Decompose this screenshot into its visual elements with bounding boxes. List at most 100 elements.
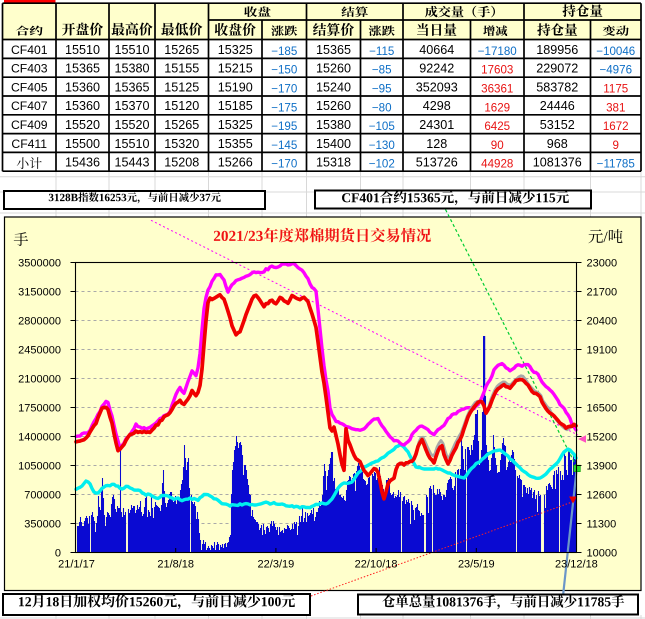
svg-text:15125: 15125 — [164, 80, 199, 94]
svg-text:15510: 15510 — [114, 43, 149, 57]
svg-text:15370: 15370 — [114, 99, 149, 113]
svg-text:23000: 23000 — [587, 258, 618, 270]
svg-text:−4976: −4976 — [599, 64, 632, 77]
svg-text:2100000: 2100000 — [18, 374, 61, 386]
svg-text:15190: 15190 — [218, 80, 253, 94]
svg-text:350000: 350000 — [24, 519, 61, 531]
svg-text:23/12/18: 23/12/18 — [555, 559, 598, 571]
svg-text:−185: −185 — [271, 45, 297, 58]
svg-text:15155: 15155 — [164, 62, 199, 76]
svg-text:11300: 11300 — [587, 519, 617, 531]
svg-text:−115: −115 — [369, 45, 394, 58]
svg-text:−95: −95 — [372, 83, 392, 96]
svg-text:2800000: 2800000 — [18, 316, 61, 328]
svg-text:15208: 15208 — [164, 156, 199, 170]
svg-text:128: 128 — [426, 137, 447, 151]
svg-text:352093: 352093 — [416, 80, 458, 94]
svg-text:700000: 700000 — [24, 490, 61, 502]
svg-text:15318: 15318 — [316, 156, 351, 170]
svg-text:10000: 10000 — [587, 548, 618, 560]
svg-text:−150: −150 — [271, 64, 297, 77]
svg-text:1050000: 1050000 — [18, 461, 61, 473]
svg-text:−175: −175 — [271, 101, 297, 114]
svg-text:15365: 15365 — [65, 62, 100, 76]
svg-text:15260: 15260 — [316, 62, 351, 76]
svg-text:−10046: −10046 — [596, 45, 635, 58]
svg-text:CF401: CF401 — [11, 43, 48, 57]
svg-text:15365: 15365 — [114, 80, 149, 94]
svg-text:−17180: −17180 — [478, 45, 517, 58]
svg-text:21/1/17: 21/1/17 — [58, 559, 95, 571]
svg-text:15185: 15185 — [218, 99, 253, 113]
svg-text:CF405: CF405 — [11, 80, 48, 94]
svg-text:44928: 44928 — [481, 158, 513, 171]
svg-text:15355: 15355 — [218, 137, 253, 151]
svg-text:0: 0 — [55, 548, 61, 560]
svg-text:CF409: CF409 — [11, 118, 48, 132]
svg-text:15520: 15520 — [65, 118, 100, 132]
svg-text:15520: 15520 — [114, 118, 149, 132]
svg-text:968: 968 — [547, 137, 568, 151]
svg-text:−85: −85 — [372, 64, 392, 77]
svg-text:15510: 15510 — [114, 137, 149, 151]
svg-text:15365: 15365 — [316, 43, 351, 57]
svg-text:−102: −102 — [369, 158, 395, 171]
svg-text:36361: 36361 — [481, 83, 513, 96]
svg-text:1672: 1672 — [603, 120, 629, 133]
svg-text:15360: 15360 — [65, 99, 100, 113]
svg-text:16500: 16500 — [587, 403, 618, 415]
svg-text:17603: 17603 — [481, 64, 513, 77]
svg-text:15325: 15325 — [218, 43, 253, 57]
svg-text:1629: 1629 — [484, 101, 510, 114]
svg-text:3500000: 3500000 — [18, 258, 61, 270]
svg-text:21/8/18: 21/8/18 — [157, 559, 194, 571]
svg-text:−170: −170 — [271, 83, 297, 96]
svg-text:40664: 40664 — [419, 43, 454, 57]
svg-text:CF403: CF403 — [11, 62, 48, 76]
svg-text:24446: 24446 — [540, 99, 575, 113]
svg-text:22/10/18: 22/10/18 — [355, 559, 398, 571]
svg-text:15240: 15240 — [316, 80, 351, 94]
svg-text:15400: 15400 — [316, 137, 351, 151]
svg-text:92242: 92242 — [419, 62, 454, 76]
svg-text:15325: 15325 — [218, 118, 253, 132]
svg-text:3150000: 3150000 — [18, 287, 61, 299]
svg-text:15380: 15380 — [114, 62, 149, 76]
svg-text:1750000: 1750000 — [18, 403, 61, 415]
svg-text:4298: 4298 — [423, 99, 451, 113]
svg-text:17800: 17800 — [587, 374, 618, 386]
svg-text:1400000: 1400000 — [18, 432, 61, 444]
svg-text:229072: 229072 — [536, 62, 578, 76]
svg-text:19100: 19100 — [587, 345, 618, 357]
svg-text:20400: 20400 — [587, 316, 618, 328]
svg-text:−195: −195 — [271, 120, 297, 133]
svg-text:15200: 15200 — [587, 432, 618, 444]
svg-text:−80: −80 — [372, 101, 392, 114]
svg-text:9: 9 — [613, 139, 619, 152]
svg-text:15265: 15265 — [164, 118, 199, 132]
svg-text:90: 90 — [491, 139, 504, 152]
svg-text:−145: −145 — [271, 139, 297, 152]
svg-text:15510: 15510 — [65, 43, 100, 57]
svg-text:15360: 15360 — [65, 80, 100, 94]
svg-text:1081376: 1081376 — [533, 156, 582, 170]
svg-text:53152: 53152 — [540, 118, 575, 132]
svg-text:15266: 15266 — [218, 156, 253, 170]
svg-text:−130: −130 — [369, 139, 395, 152]
svg-text:15265: 15265 — [164, 43, 199, 57]
svg-text:1175: 1175 — [603, 83, 628, 96]
svg-text:2450000: 2450000 — [18, 345, 61, 357]
svg-text:15380: 15380 — [316, 118, 351, 132]
svg-text:6425: 6425 — [484, 120, 510, 133]
svg-text:15436: 15436 — [65, 156, 100, 170]
svg-text:CF407: CF407 — [11, 99, 48, 113]
svg-text:189956: 189956 — [536, 43, 578, 57]
svg-text:12600: 12600 — [587, 490, 618, 502]
svg-text:21700: 21700 — [587, 287, 618, 299]
svg-text:513726: 513726 — [416, 156, 458, 170]
svg-text:15120: 15120 — [164, 99, 199, 113]
svg-text:−105: −105 — [369, 120, 395, 133]
svg-text:−11785: −11785 — [597, 158, 635, 171]
svg-text:13900: 13900 — [587, 461, 618, 473]
svg-text:15260: 15260 — [316, 99, 351, 113]
